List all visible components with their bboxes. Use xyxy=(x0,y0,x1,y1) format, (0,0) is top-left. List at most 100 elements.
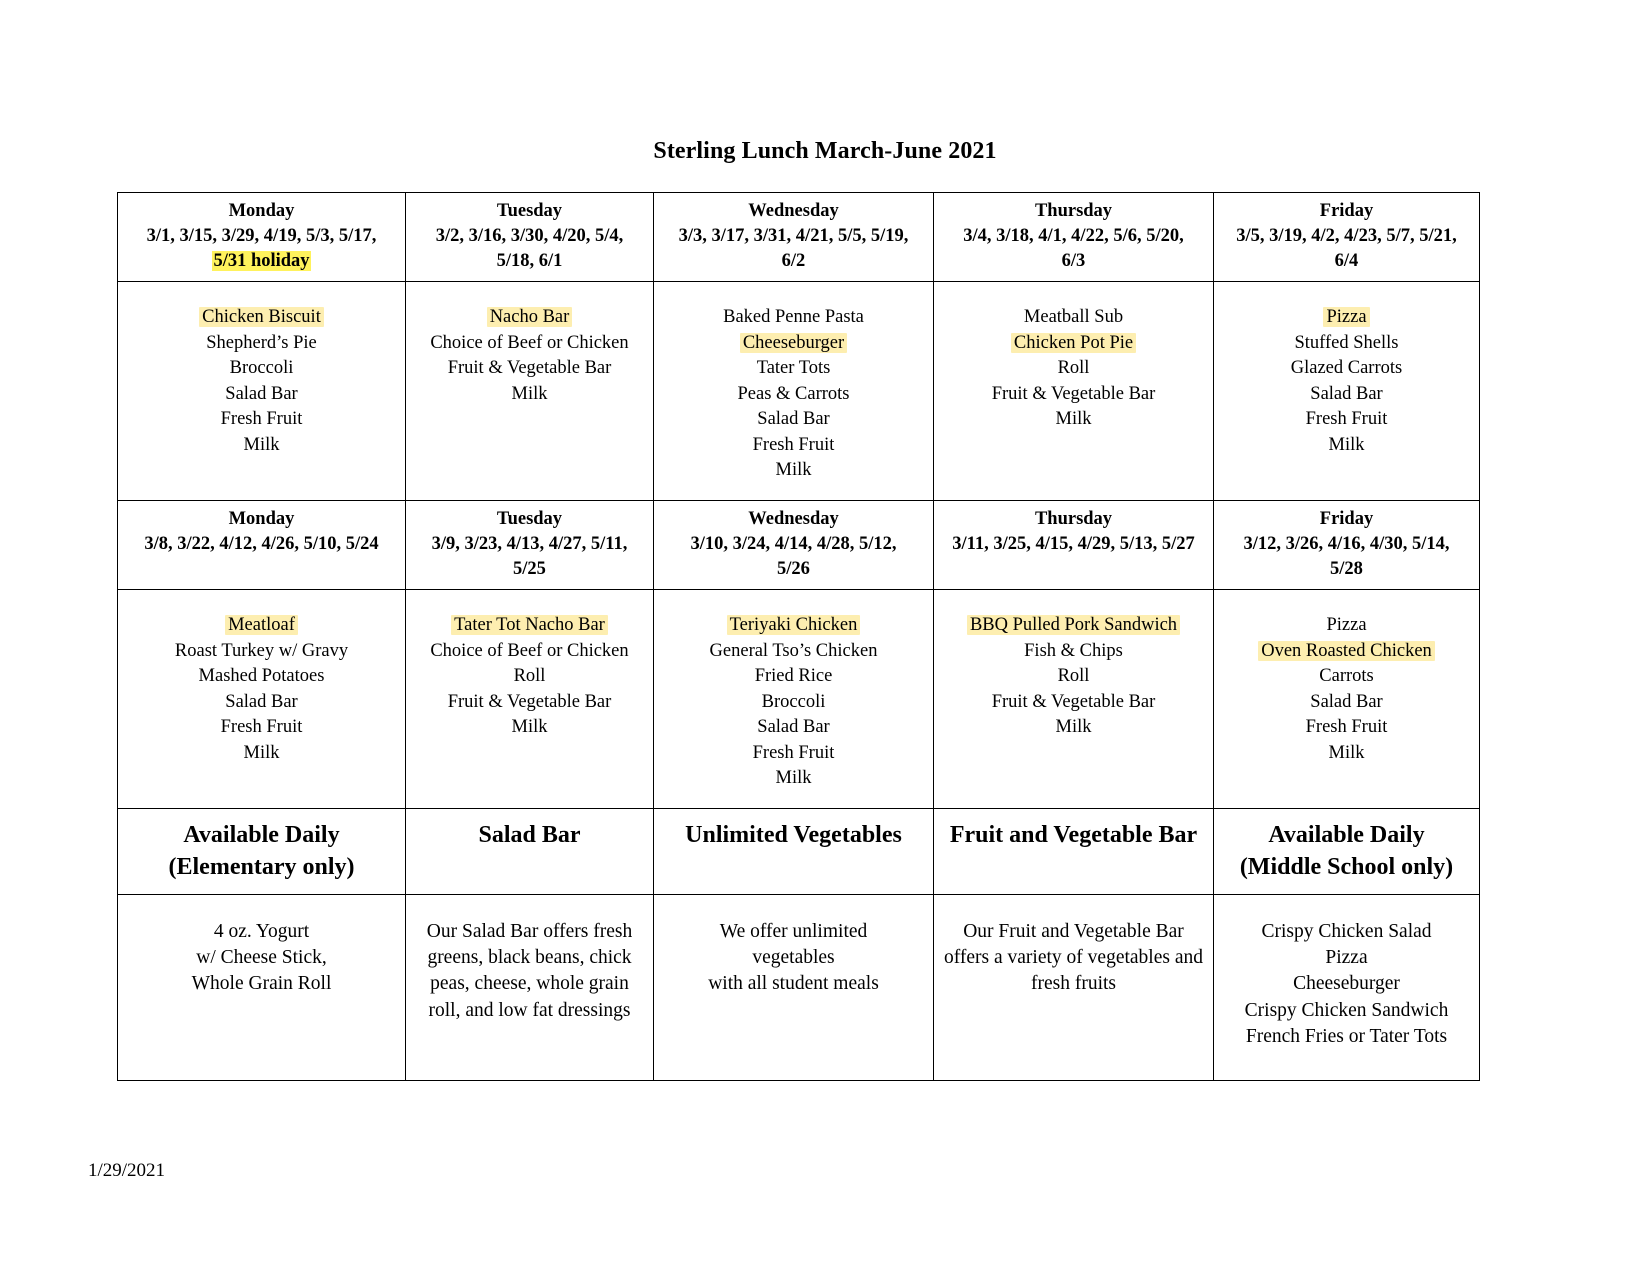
menu-item: Mashed Potatoes xyxy=(198,666,325,687)
menu-cell-tuesday-w1: Nacho Bar Choice of Beef or Chicken Frui… xyxy=(405,281,654,501)
day-header-cell-friday-w2: Friday 3/12, 3/26, 4/16, 4/30, 5/14, 5/2… xyxy=(1213,499,1480,591)
section-header-line1: Unlimited Vegetables xyxy=(685,821,902,848)
menu-item-featured: Teriyaki Chicken xyxy=(726,615,861,636)
menu-item-featured: Cheeseburger xyxy=(739,332,848,353)
day-dates-line2: 5/26 xyxy=(777,558,810,579)
day-header-cell-thursday-w2: Thursday 3/11, 3/25, 4/15, 4/29, 5/13, 5… xyxy=(933,499,1214,591)
menu-item: Milk xyxy=(243,434,280,455)
menu-cell-tuesday-w2: Tater Tot Nacho Bar Choice of Beef or Ch… xyxy=(405,589,654,809)
menu-item: Milk xyxy=(1328,742,1365,763)
day-name: Thursday xyxy=(1034,201,1113,221)
day-header-cell-wednesday-w2: Wednesday 3/10, 3/24, 4/14, 4/28, 5/12, … xyxy=(653,499,934,591)
day-name: Friday xyxy=(1319,508,1374,529)
section-header-line2: (Elementary only) xyxy=(168,854,355,881)
menu-item: Fresh Fruit xyxy=(752,434,835,455)
menu-item: Roll xyxy=(1057,666,1090,687)
section-header-line1: Fruit and Vegetable Bar xyxy=(949,821,1198,848)
menu-item: Fried Rice xyxy=(754,666,833,687)
day-name: Monday xyxy=(228,508,295,529)
menu-item: Tater Tots xyxy=(756,358,831,379)
day-header-cell-tuesday-w2: Tuesday 3/9, 3/23, 4/13, 4/27, 5/11, 5/2… xyxy=(405,499,654,591)
menu-item: Pizza xyxy=(1326,615,1367,636)
section-body-line: Cheeseburger xyxy=(1293,973,1400,995)
section-header-line1: Salad Bar xyxy=(478,821,581,848)
section-header-unlimited-vegetables: Unlimited Vegetables xyxy=(653,807,934,896)
day-dates-line1: 3/10, 3/24, 4/14, 4/28, 5/12, xyxy=(690,533,897,554)
day-name: Wednesday xyxy=(748,508,839,529)
section-header-fruit-and-vegetable-bar: Fruit and Vegetable Bar xyxy=(933,807,1214,896)
menu-item: Glazed Carrots xyxy=(1290,358,1403,379)
section-body-available-daily-middle-school: Crispy Chicken Salad Pizza Cheeseburger … xyxy=(1213,894,1480,1081)
section-header-row: Available Daily (Elementary only) Salad … xyxy=(117,807,1480,896)
week2-menu-row: Meatloaf Roast Turkey w/ Gravy Mashed Po… xyxy=(117,589,1480,809)
menu-item: Salad Bar xyxy=(1310,383,1383,404)
day-header-cell-wednesday-w1: Wednesday 3/3, 3/17, 3/31, 4/21, 5/5, 5/… xyxy=(653,191,934,283)
menu-item: Fruit & Vegetable Bar xyxy=(447,691,612,712)
day-dates-line2: 5/28 xyxy=(1330,558,1363,579)
day-name: Tuesday xyxy=(496,201,563,221)
menu-item: General Tso’s Chicken xyxy=(709,640,878,661)
menu-item: Meatball Sub xyxy=(1023,307,1124,328)
footer-date: 1/29/2021 xyxy=(88,1160,166,1181)
menu-item: Milk xyxy=(775,768,812,789)
day-name: Thursday xyxy=(1034,508,1113,529)
menu-item: Milk xyxy=(243,742,280,763)
menu-item: Fruit & Vegetable Bar xyxy=(991,691,1156,712)
menu-cell-thursday-w1: Meatball Sub Chicken Pot Pie Roll Fruit … xyxy=(933,281,1214,501)
menu-item: Shepherd’s Pie xyxy=(206,332,317,353)
menu-item: Fruit & Vegetable Bar xyxy=(447,358,612,379)
day-dates-line1: 3/8, 3/22, 4/12, 4/26, 5/10, 5/24 xyxy=(144,533,379,554)
section-body-line: with all student meals xyxy=(708,973,879,995)
section-body-line: Pizza xyxy=(1325,947,1368,969)
menu-item: Milk xyxy=(775,460,812,481)
menu-cell-thursday-w2: BBQ Pulled Pork Sandwich Fish & Chips Ro… xyxy=(933,589,1214,809)
day-dates-line1: 3/5, 3/19, 4/2, 4/23, 5/7, 5/21, xyxy=(1236,225,1457,246)
menu-item-featured: Chicken Biscuit xyxy=(199,307,324,328)
section-body-row: 4 oz. Yogurt w/ Cheese Stick, Whole Grai… xyxy=(117,894,1480,1081)
menu-item: Stuffed Shells xyxy=(1294,332,1399,353)
menu-cell-wednesday-w2: Teriyaki Chicken General Tso’s Chicken F… xyxy=(653,589,934,809)
menu-item: Fresh Fruit xyxy=(752,742,835,763)
section-header-line2: (Middle School only) xyxy=(1239,854,1454,881)
section-body-line: roll, and low fat dressings xyxy=(428,999,631,1021)
day-name: Wednesday xyxy=(748,201,839,221)
day-dates-line1: 3/4, 3/18, 4/1, 4/22, 5/6, 5/20, xyxy=(963,225,1184,246)
section-header-salad-bar: Salad Bar xyxy=(405,807,654,896)
menu-item: Carrots xyxy=(1319,666,1374,687)
day-name: Monday xyxy=(228,201,295,221)
section-body-available-daily-elementary: 4 oz. Yogurt w/ Cheese Stick, Whole Grai… xyxy=(117,894,406,1081)
day-header-cell-monday-w2: Monday 3/8, 3/22, 4/12, 4/26, 5/10, 5/24 xyxy=(117,499,406,591)
menu-item: Salad Bar xyxy=(1310,691,1383,712)
menu-item: Salad Bar xyxy=(757,717,830,738)
day-dates-line2: 6/2 xyxy=(781,250,806,271)
menu-item: Roast Turkey w/ Gravy xyxy=(174,640,349,661)
section-body-line: Whole Grain Roll xyxy=(191,973,332,995)
menu-item: Fresh Fruit xyxy=(220,717,303,738)
menu-cell-friday-w2: Pizza Oven Roasted Chicken Carrots Salad… xyxy=(1213,589,1480,809)
section-body-salad-bar: Our Salad Bar offers fresh greens, black… xyxy=(405,894,654,1081)
day-name: Tuesday xyxy=(496,508,563,529)
page-title: Sterling Lunch March-June 2021 xyxy=(653,138,997,164)
section-body-line: fresh fruits xyxy=(1030,973,1117,995)
day-header-cell-tuesday-w1: Tuesday 3/2, 3/16, 3/30, 4/20, 5/4, 5/18… xyxy=(405,191,654,283)
section-body-fruit-and-vegetable-bar: Our Fruit and Vegetable Bar offers a var… xyxy=(933,894,1214,1081)
week1-header-row: Monday 3/1, 3/15, 3/29, 4/19, 5/3, 5/17,… xyxy=(117,191,1480,283)
menu-item: Milk xyxy=(1328,434,1365,455)
menu-cell-friday-w1: Pizza Stuffed Shells Glazed Carrots Sala… xyxy=(1213,281,1480,501)
menu-item: Fish & Chips xyxy=(1024,640,1123,661)
menu-item-featured: Oven Roasted Chicken xyxy=(1258,640,1435,661)
day-header-cell-friday-w1: Friday 3/5, 3/19, 4/2, 4/23, 5/7, 5/21, … xyxy=(1213,191,1480,283)
section-body-line: vegetables xyxy=(752,947,835,969)
menu-item-featured: Chicken Pot Pie xyxy=(1010,332,1137,353)
section-body-line: greens, black beans, chick xyxy=(427,947,632,969)
menu-item-featured: Pizza xyxy=(1323,307,1370,328)
section-body-line: Our Fruit and Vegetable Bar xyxy=(963,921,1184,943)
menu-item-featured: BBQ Pulled Pork Sandwich xyxy=(966,615,1181,636)
menu-cell-monday-w2: Meatloaf Roast Turkey w/ Gravy Mashed Po… xyxy=(117,589,406,809)
menu-item: Roll xyxy=(513,666,546,687)
menu-item: Salad Bar xyxy=(225,383,298,404)
day-dates-line2-holiday: 5/31 holiday xyxy=(212,250,311,271)
day-dates-line2: 5/18, 6/1 xyxy=(496,250,563,271)
section-body-line: Our Salad Bar offers fresh xyxy=(426,921,633,943)
day-dates-line2: 6/4 xyxy=(1334,250,1359,271)
